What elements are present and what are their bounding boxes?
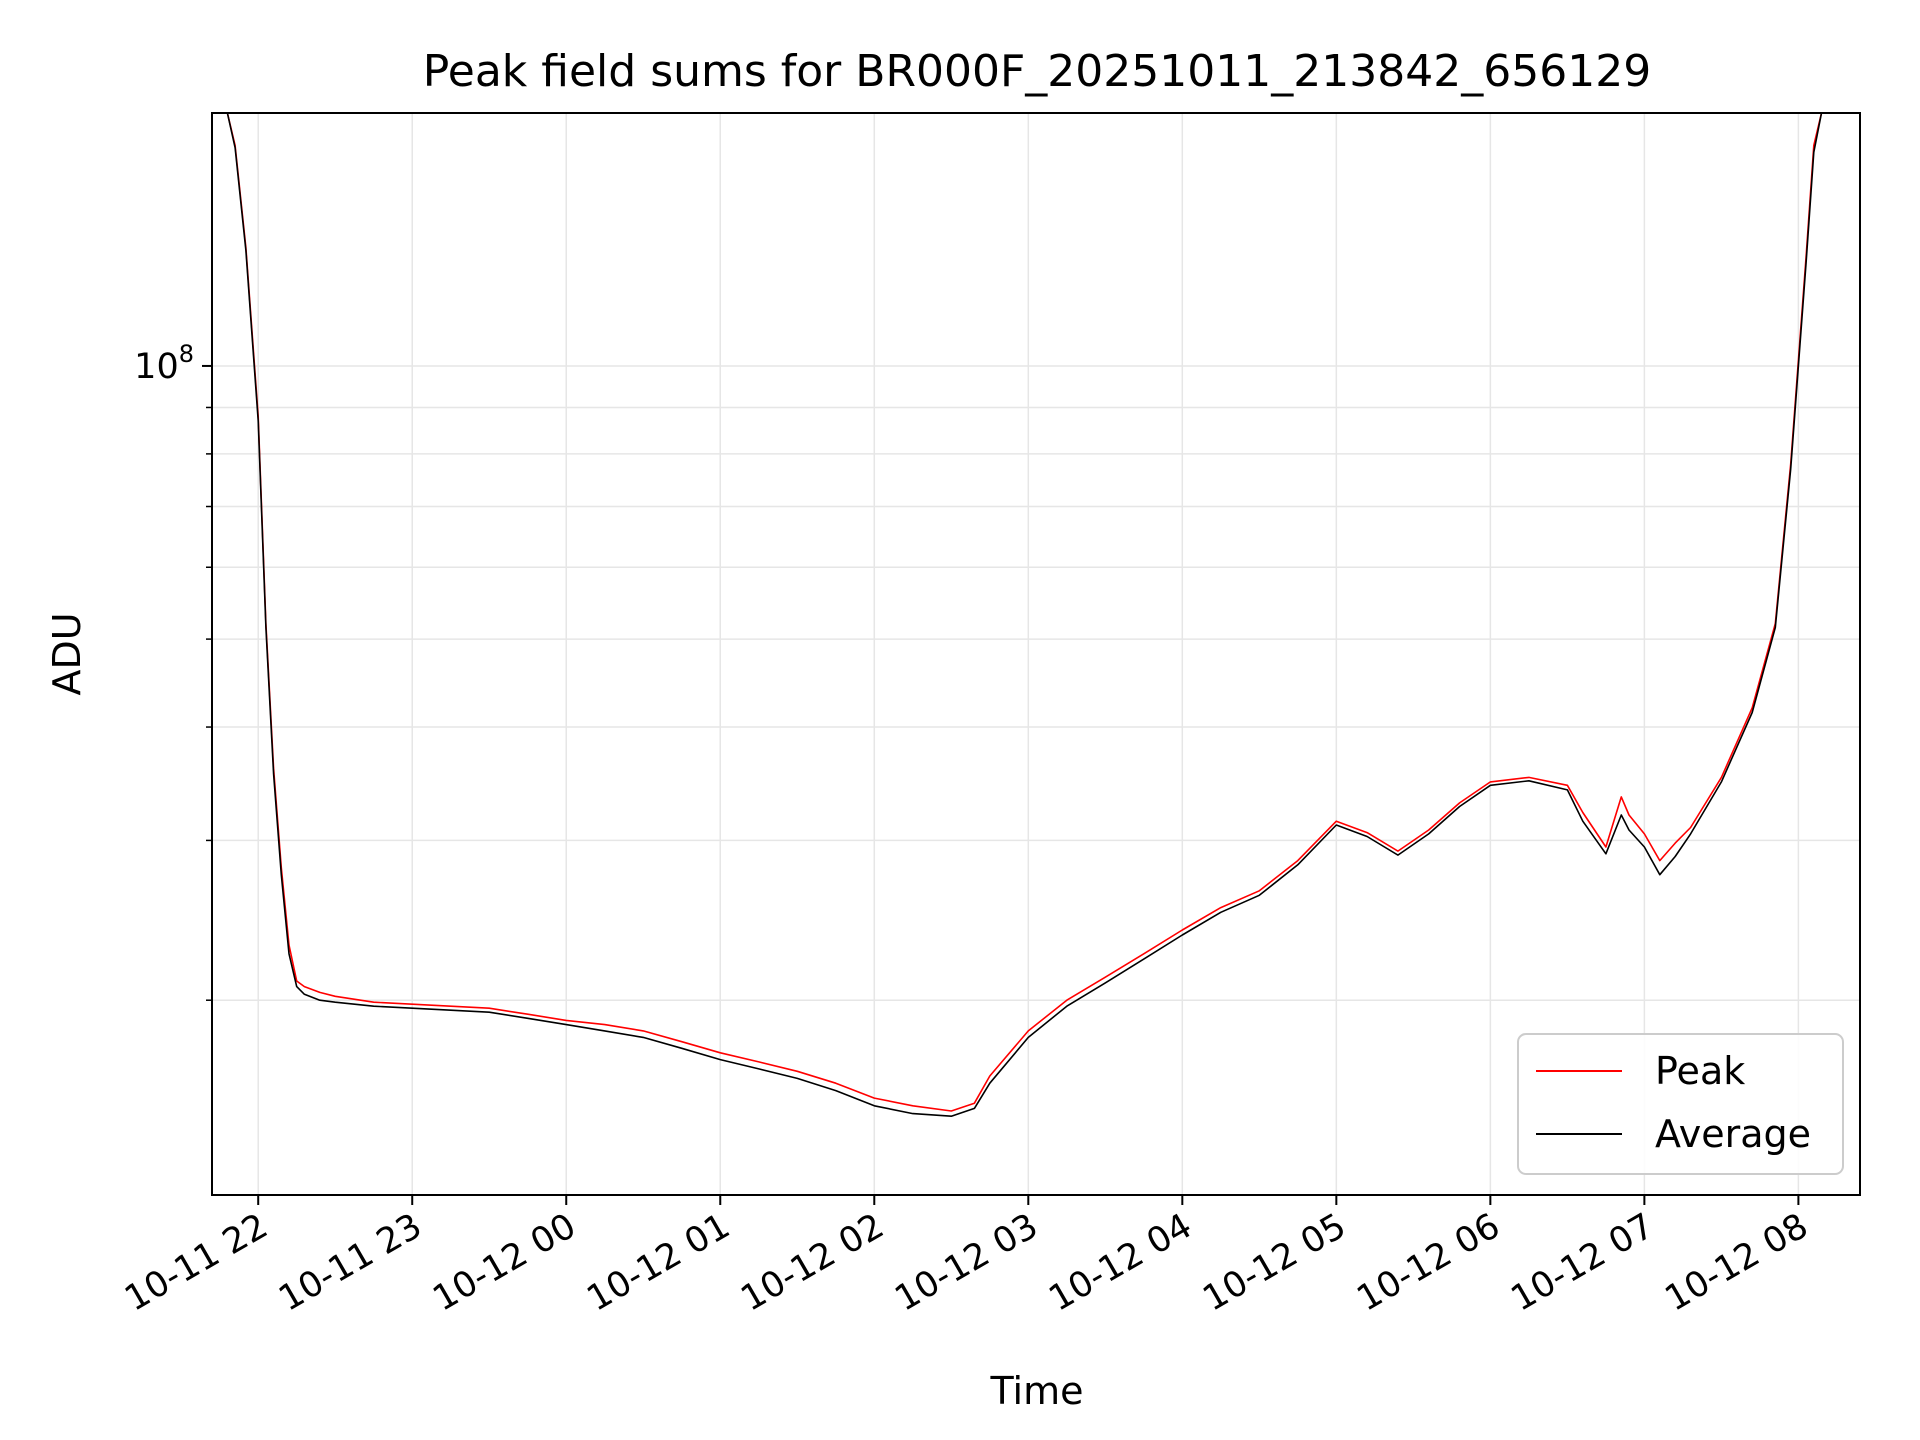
legend: Peak Average <box>1517 1033 1844 1175</box>
y-axis: 108 <box>134 340 212 1001</box>
series-line-peak <box>226 112 1830 1112</box>
legend-peak-label: Peak <box>1655 1049 1745 1093</box>
grid <box>212 113 1860 1195</box>
plot-series <box>226 112 1830 1117</box>
y-axis-label: ADU <box>45 612 89 695</box>
plot-area-frame <box>211 112 1861 1196</box>
legend-average-label: Average <box>1655 1112 1811 1156</box>
series-line-average <box>226 112 1830 1117</box>
legend-box <box>1517 1033 1844 1175</box>
chart-title: Peak field sums for BR000F_20251011_2138… <box>423 46 1651 97</box>
y-tick-label: 108 <box>134 340 194 387</box>
x-axis-label: Time <box>990 1369 1084 1413</box>
